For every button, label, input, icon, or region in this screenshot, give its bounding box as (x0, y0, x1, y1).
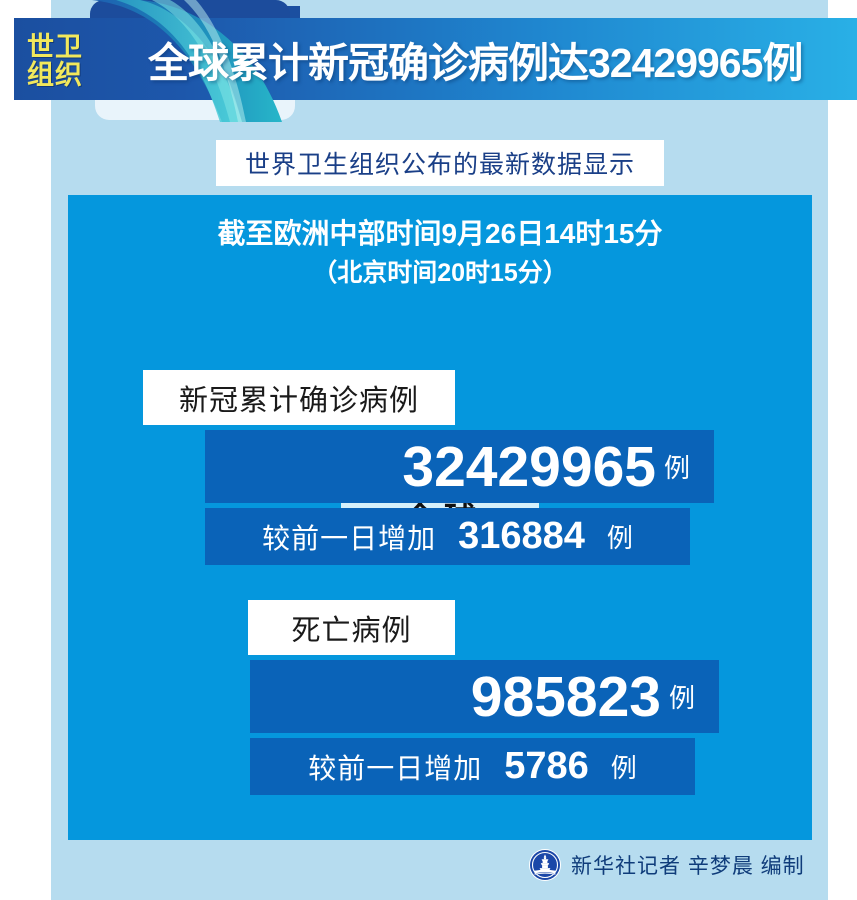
page-title: 全球累计新冠确诊病例达32429965例 (148, 40, 803, 86)
who-badge: 世卫 组织 (14, 26, 96, 96)
credit-text: 新华社记者 辛梦晨 编制 (571, 855, 805, 878)
stat-total-value-confirmed: 32429965 (402, 434, 656, 499)
stat-total-value-deaths: 985823 (470, 664, 661, 729)
stat-delta-prefix-confirmed: 较前一日增加 (262, 522, 437, 554)
who-badge-line2: 组织 (27, 60, 83, 90)
intro-text: 世界卫生组织公布的最新数据显示 (244, 151, 635, 179)
stat-delta-bar-confirmed: 较前一日增加 316884 例 (205, 508, 690, 565)
stat-total-unit-deaths: 例 (668, 683, 695, 713)
main-panel: 截至欧洲中部时间9月26日14时15分 （北京时间20时15分） 全球 新冠累计… (68, 195, 812, 840)
stat-delta-value-deaths: 5786 (504, 745, 589, 787)
banner-gradient-bar (14, 18, 857, 100)
teal-ribbon-graphic (92, 0, 282, 122)
stat-delta-bar-deaths: 较前一日增加 5786 例 (250, 738, 695, 795)
as-of-date-line-2: （北京时间20时15分） (312, 259, 568, 287)
stat-label-deaths-text: 死亡病例 (291, 614, 412, 647)
xinhua-agency-logo-icon (528, 848, 562, 882)
stat-delta-value-confirmed: 316884 (458, 515, 585, 557)
stat-label-confirmed: 新冠累计确诊病例 (143, 370, 455, 425)
stat-label-confirmed-text: 新冠累计确诊病例 (178, 384, 419, 417)
stat-label-deaths: 死亡病例 (248, 600, 455, 655)
stat-total-bar-confirmed: 32429965 例 (205, 430, 714, 503)
as-of-date-line-1: 截至欧洲中部时间9月26日14时15分 (217, 218, 663, 249)
intro-box: 世界卫生组织公布的最新数据显示 (216, 140, 664, 186)
header-banner: 世卫 组织 全球累计新冠确诊病例达32429965例 (0, 0, 857, 122)
stat-delta-prefix-deaths: 较前一日增加 (308, 752, 483, 784)
footer-credit: 新华社记者 辛梦晨 编制 (528, 848, 805, 882)
who-badge-line1: 世卫 (27, 31, 83, 62)
stat-total-unit-confirmed: 例 (663, 453, 690, 483)
stat-total-bar-deaths: 985823 例 (250, 660, 719, 733)
stat-delta-unit-confirmed: 例 (606, 523, 633, 553)
stat-delta-unit-deaths: 例 (610, 753, 637, 783)
